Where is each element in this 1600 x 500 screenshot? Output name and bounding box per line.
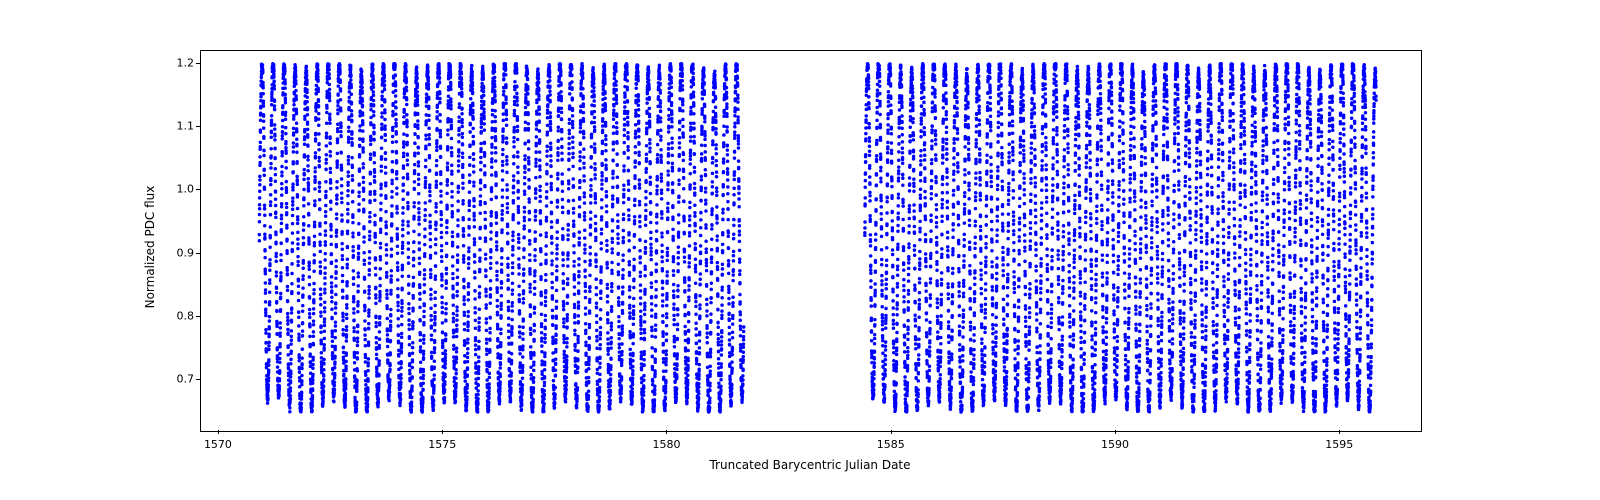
y-axis-label: Normalized PDC flux — [143, 186, 157, 309]
y-tick-label: 0.7 — [170, 373, 194, 386]
figure: Truncated Barycentric Julian Date Normal… — [0, 0, 1600, 500]
x-axis-label: Truncated Barycentric Julian Date — [709, 458, 910, 472]
y-tick-mark — [196, 316, 200, 317]
y-tick-mark — [196, 189, 200, 190]
x-tick-mark — [666, 430, 667, 434]
scatter-points — [258, 62, 1378, 414]
y-tick-mark — [196, 379, 200, 380]
y-tick-mark — [196, 126, 200, 127]
scatter-points-path — [258, 62, 1378, 414]
y-tick-mark — [196, 63, 200, 64]
x-tick-label: 1590 — [1101, 438, 1129, 451]
x-tick-label: 1570 — [204, 438, 232, 451]
plot-axes — [200, 50, 1422, 432]
x-tick-label: 1585 — [877, 438, 905, 451]
x-tick-label: 1595 — [1325, 438, 1353, 451]
x-tick-label: 1580 — [652, 438, 680, 451]
y-tick-label: 1.0 — [170, 183, 194, 196]
y-tick-label: 1.1 — [170, 120, 194, 133]
x-tick-label: 1575 — [428, 438, 456, 451]
x-tick-mark — [218, 430, 219, 434]
y-tick-mark — [196, 253, 200, 254]
x-tick-mark — [442, 430, 443, 434]
y-tick-label: 0.9 — [170, 246, 194, 259]
x-tick-mark — [891, 430, 892, 434]
y-tick-label: 0.8 — [170, 310, 194, 323]
scatter-plot — [201, 51, 1421, 431]
x-tick-mark — [1339, 430, 1340, 434]
x-tick-mark — [1115, 430, 1116, 434]
y-tick-label: 1.2 — [170, 56, 194, 69]
